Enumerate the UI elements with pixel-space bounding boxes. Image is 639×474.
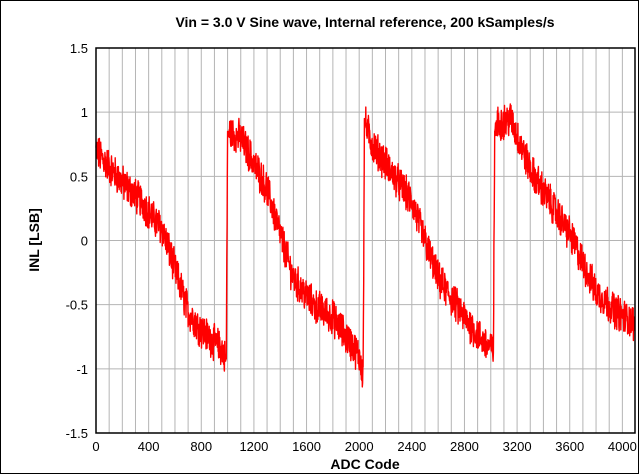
x-axis-ticks: 0 400 800 1200 1600 2000 2400 2800 3200 3600 4000	[92, 439, 636, 454]
y-tick-label: 1.5	[70, 41, 88, 56]
x-tick-label: 400	[138, 439, 160, 454]
series-group	[95, 103, 636, 388]
x-tick-label: 800	[190, 439, 212, 454]
y-tick-label: -0.5	[66, 298, 88, 313]
x-tick-label: 2000	[345, 439, 374, 454]
x-tick-label: 3600	[555, 439, 584, 454]
inl-series-line	[95, 103, 636, 388]
x-tick-label: 4000	[608, 439, 637, 454]
x-axis-label: ADC Code	[330, 456, 400, 472]
y-tick-label: -1.5	[66, 426, 88, 441]
x-tick-label: 2400	[397, 439, 426, 454]
x-tick-label: 1200	[239, 439, 268, 454]
y-tick-label: 1	[81, 105, 88, 120]
chart-title: Vin = 3.0 V Sine wave, Internal referenc…	[175, 14, 555, 30]
y-axis-ticks: 1.5 1 0.5 0 -0.5 -1 -1.5	[66, 41, 88, 441]
x-tick-label: 3200	[503, 439, 532, 454]
x-tick-label: 0	[92, 439, 99, 454]
y-tick-label: -1	[76, 362, 88, 377]
x-tick-label: 1600	[292, 439, 321, 454]
grid-lines	[96, 48, 635, 433]
y-tick-label: 0	[81, 234, 88, 249]
y-tick-label: 0.5	[70, 169, 88, 184]
plot-area-border	[95, 47, 636, 434]
x-tick-label: 2800	[450, 439, 479, 454]
